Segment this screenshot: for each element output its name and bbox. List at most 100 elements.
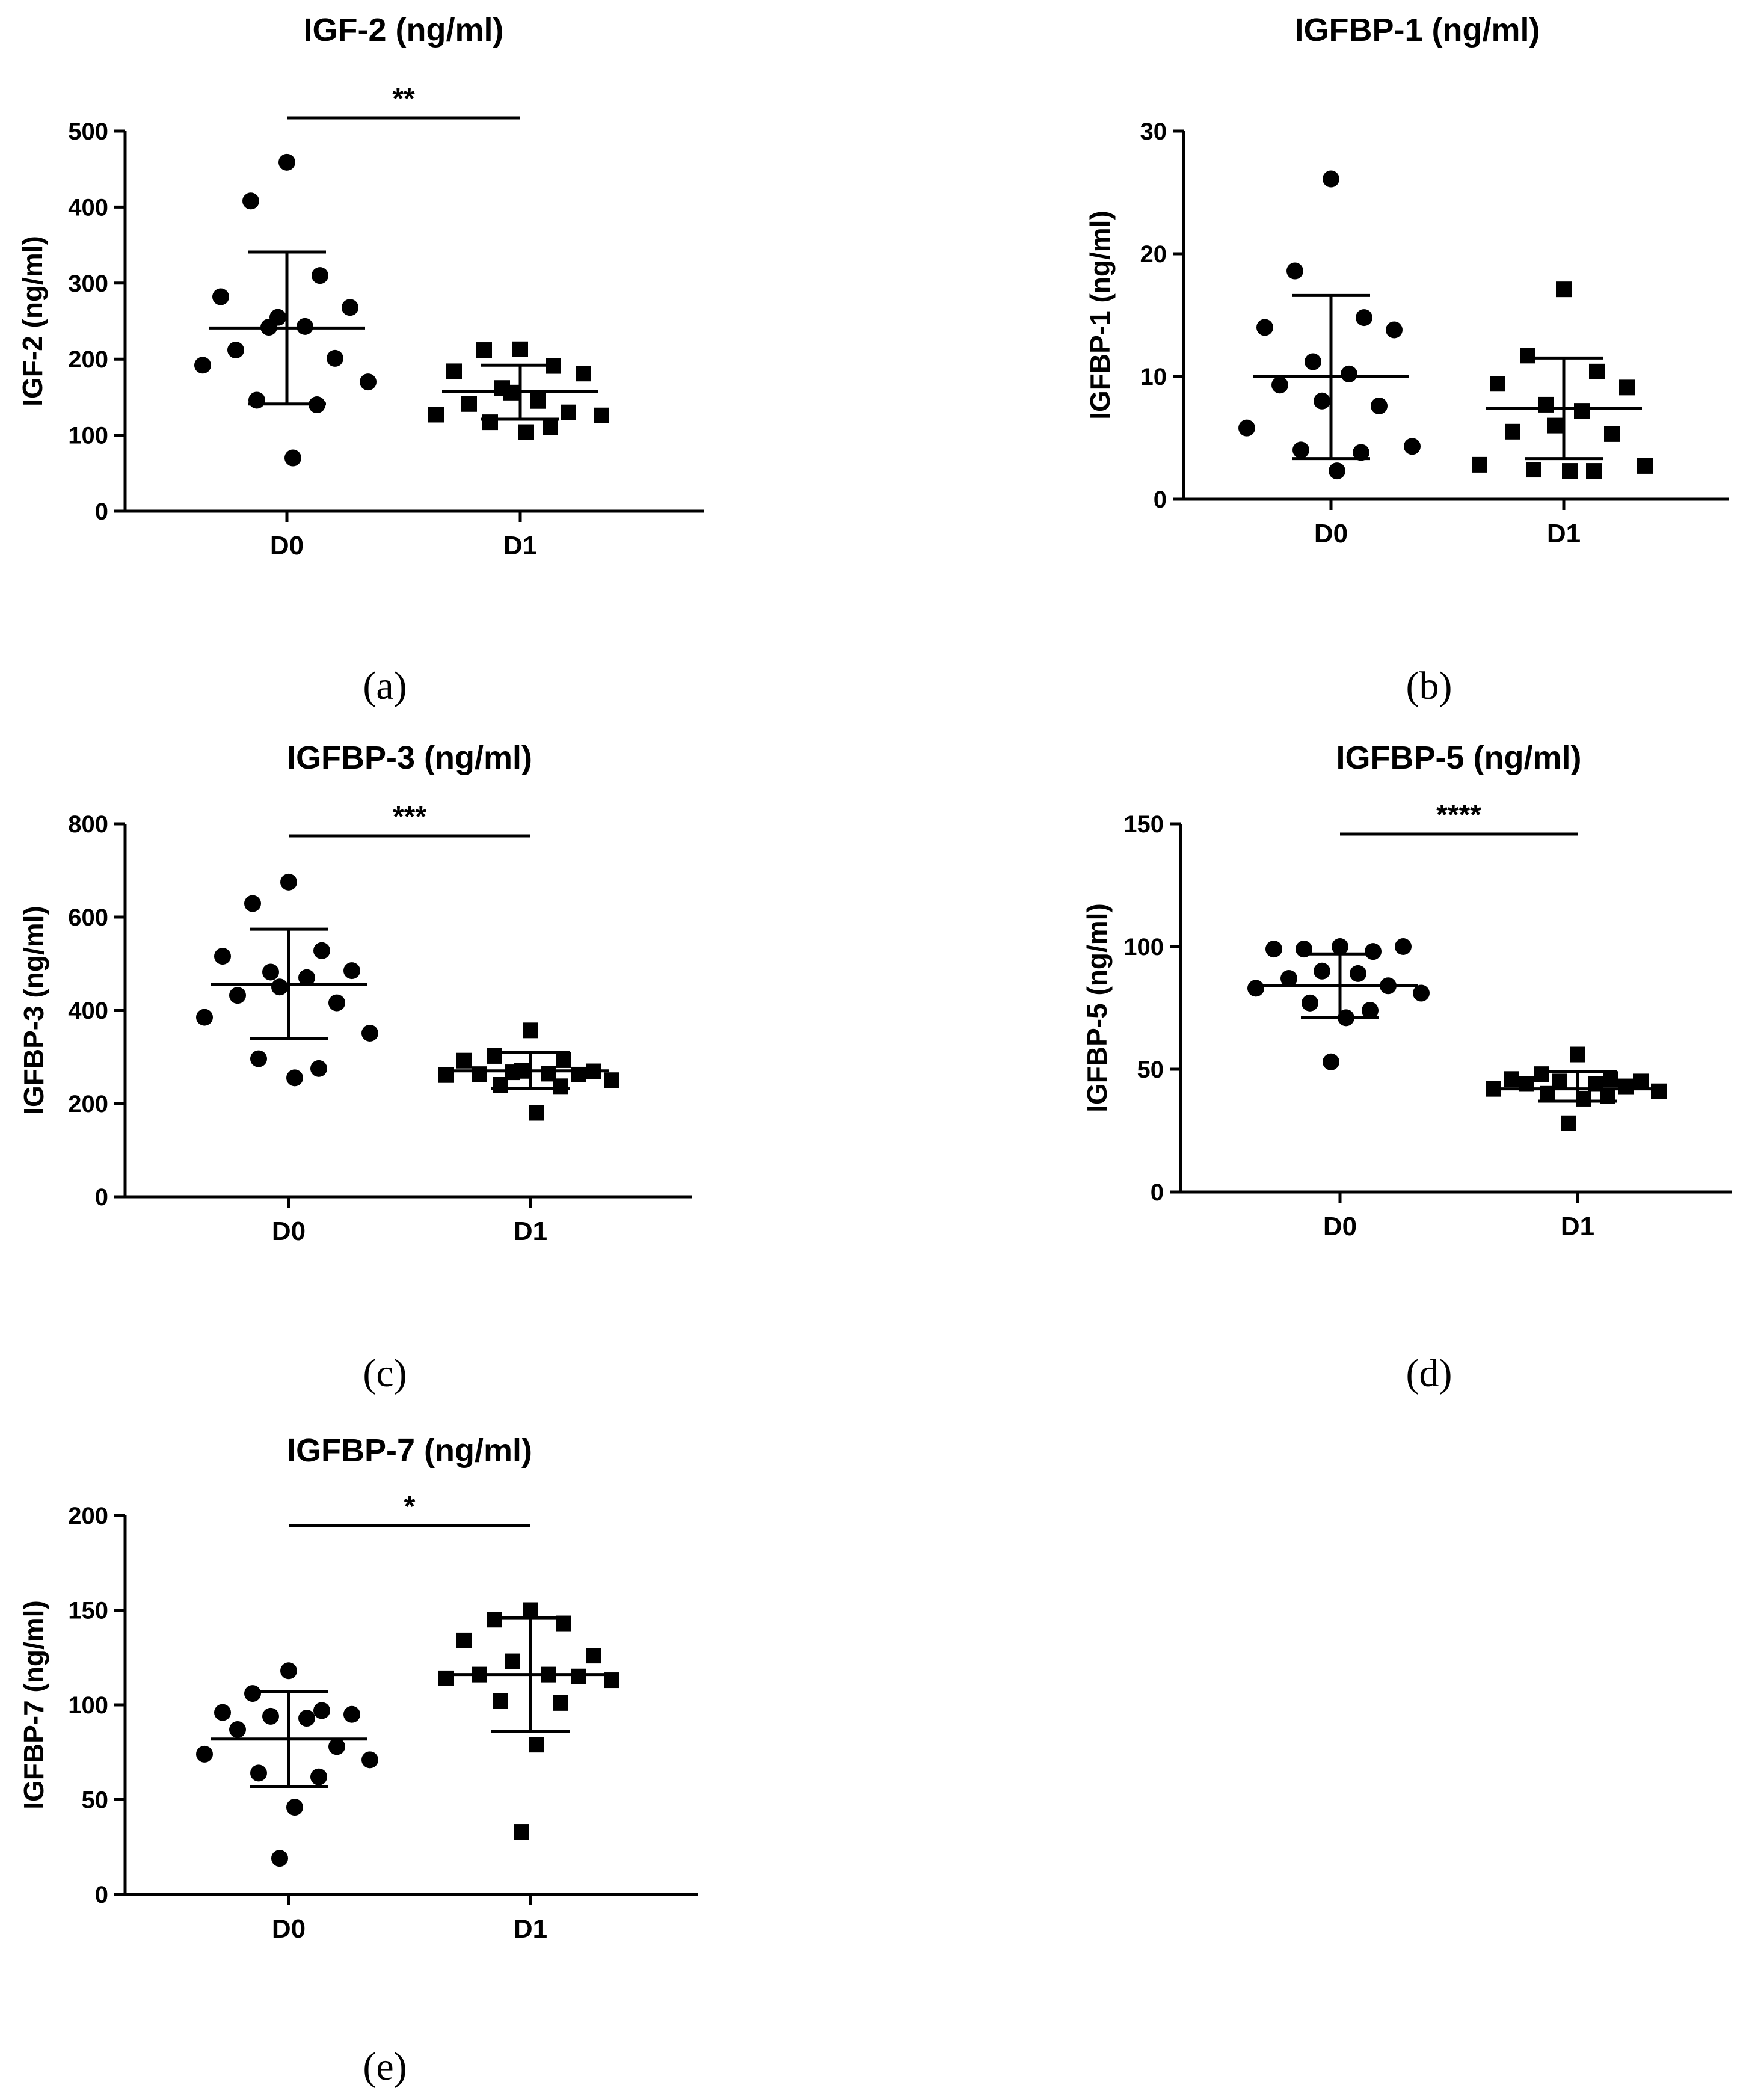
panel-3-D0-point — [343, 962, 360, 980]
panel-2-D1-point — [1505, 423, 1520, 440]
panel-1-D0-point — [342, 299, 358, 316]
panel-2-ytick-label: 30 — [1140, 118, 1167, 145]
panel-2-D0-point — [1271, 376, 1288, 394]
panel-5-D0-point — [298, 1710, 315, 1727]
panel-3-ytick-label: 0 — [95, 1184, 108, 1211]
panel-2-title: IGFBP-1 (ng/ml) — [1295, 12, 1540, 48]
panel-4-ytick-label: 150 — [1123, 811, 1164, 838]
panel-5-D0-point — [244, 1685, 261, 1702]
panel-5-D1-point — [586, 1648, 601, 1664]
panel-5-significance-label: * — [404, 1491, 416, 1523]
panel-1-D0-point — [360, 373, 377, 391]
panel-5-label: (e) — [363, 2045, 407, 2089]
panel-1-D1-point — [594, 407, 609, 423]
panel-5-ytick-label: 100 — [68, 1692, 108, 1719]
panel-3-D1-point — [523, 1022, 538, 1039]
panel-2-ytick-label: 0 — [1154, 487, 1167, 513]
panel-4-D0-point — [1314, 962, 1330, 980]
panel-3-D0-point — [262, 963, 279, 981]
panel-3-D1-point — [472, 1066, 487, 1082]
panel-2-D0-point — [1314, 392, 1330, 410]
panel-3-label: (c) — [363, 1351, 407, 1395]
panel-5-D1-point — [505, 1653, 520, 1669]
panel-4-ylabel: IGFBP-5 (ng/ml) — [1081, 903, 1113, 1113]
panel-1-ytick-label: 0 — [95, 499, 108, 525]
panel-5-D0-point — [271, 1850, 288, 1867]
panel-2-D0-point — [1286, 262, 1303, 280]
panel-2-D0-point — [1371, 397, 1388, 414]
panel-2-D0-point — [1353, 444, 1369, 461]
panel-3-D0-point — [286, 1069, 303, 1087]
panel-2-D1-point — [1490, 376, 1505, 392]
panel-2-D1-point — [1538, 396, 1554, 413]
panel-1-ytick-label: 400 — [68, 194, 108, 221]
panel-1-ytick-label: 300 — [68, 271, 108, 297]
panel-3-D1-point — [487, 1048, 502, 1064]
panel-1-title: IGF-2 (ng/ml) — [304, 12, 504, 48]
panel-4-D0-point — [1302, 994, 1318, 1012]
panel-1-D0-point — [212, 288, 229, 305]
panel-4-D1-point — [1534, 1066, 1549, 1082]
panel-5-D0-point — [280, 1662, 297, 1680]
panel-5-D1-point — [514, 1824, 529, 1840]
panel-1-D1-point — [576, 366, 591, 382]
panel-1-D1-point — [428, 407, 444, 423]
panel-3-D0-point — [328, 994, 345, 1012]
panel-3-D1-point — [556, 1052, 571, 1068]
panel-3-D0-point — [214, 948, 231, 965]
panel-2-D0-point — [1404, 438, 1421, 455]
panel-2-D0-point — [1238, 419, 1255, 437]
panel-4-D1-point — [1603, 1071, 1618, 1087]
panel-3-D0-point — [229, 987, 246, 1004]
panel-3-xtick-label: D1 — [514, 1217, 547, 1246]
panel-2-D1-point — [1562, 463, 1578, 479]
panel-5-D1-point — [438, 1670, 454, 1686]
panel-4-D0-point — [1350, 965, 1366, 982]
panel-3-ytick-label: 400 — [68, 998, 108, 1024]
panel-4-D0-point — [1365, 943, 1382, 960]
panel-2-D1-point — [1520, 348, 1535, 364]
panel-4-D0-point — [1413, 984, 1430, 1002]
panel-1-D0-point — [278, 153, 295, 171]
panel-2-xtick-label: D0 — [1314, 519, 1348, 548]
panel-4-D0-point — [1280, 970, 1297, 987]
panel-3-D1-point — [493, 1077, 508, 1093]
panel-1-D1-point — [446, 363, 462, 379]
panel-2-D1-point — [1556, 281, 1572, 298]
panel-2-D0-point — [1305, 353, 1321, 370]
panel-5-D0-point — [328, 1738, 345, 1755]
panel-2-D1-point — [1637, 458, 1653, 474]
panel-4-D0-point — [1395, 938, 1412, 955]
panel-3-ylabel: IGFBP-3 (ng/ml) — [18, 906, 49, 1115]
panel-5-xtick-label: D0 — [272, 1914, 306, 1944]
panel-3-D1-point — [553, 1078, 568, 1095]
panel-1-xtick-label: D1 — [503, 531, 537, 560]
panel-1-D1-point — [461, 396, 477, 412]
panel-2-D1-point — [1547, 417, 1563, 434]
panel-5-D0-point — [361, 1751, 378, 1769]
panel-5-D0-point — [196, 1745, 213, 1763]
panel-2-D1-point — [1586, 463, 1602, 479]
panel-2-D0-point — [1323, 170, 1339, 188]
panel-5-ytick-label: 0 — [95, 1882, 108, 1908]
panel-1-ytick-label: 100 — [68, 423, 108, 449]
panel-3-D1-point — [529, 1105, 544, 1121]
panel-3-D1-point — [604, 1072, 619, 1088]
panel-1-D0-point — [327, 349, 343, 367]
panel-3-D0-point — [313, 942, 330, 959]
panel-4-ytick-label: 50 — [1137, 1057, 1164, 1083]
panel-3-D0-point — [361, 1024, 378, 1042]
panel-3-D1-point — [456, 1052, 472, 1069]
panel-2-D0-point — [1329, 462, 1345, 480]
panel-5-D0-point — [310, 1768, 327, 1785]
panel-4-D1-point — [1570, 1046, 1585, 1063]
panel-2-D1-point — [1604, 426, 1620, 442]
panel-5-D1-point — [529, 1737, 544, 1753]
panel-4-D1-point — [1651, 1083, 1667, 1099]
panel-1-ylabel: IGF-2 (ng/ml) — [17, 236, 48, 407]
panel-1-ytick-label: 500 — [68, 118, 108, 145]
panel-5-D1-point — [523, 1602, 538, 1618]
panel-5-D1-point — [487, 1612, 502, 1628]
panel-4-D0-point — [1362, 1002, 1379, 1019]
panel-3-title: IGFBP-3 (ng/ml) — [287, 740, 532, 776]
